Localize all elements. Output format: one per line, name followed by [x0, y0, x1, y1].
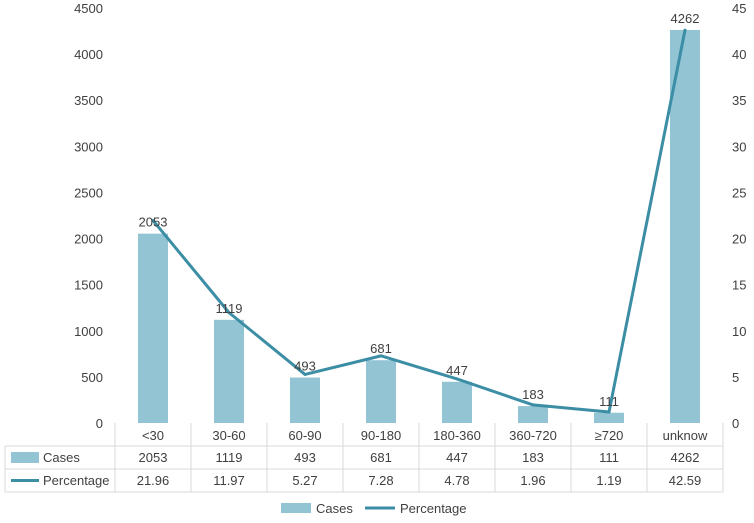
- y-right-tick-label: 20: [732, 232, 746, 247]
- data-label: 4262: [671, 11, 700, 26]
- y-left-tick-label: 2500: [74, 185, 103, 200]
- table-cell: 21.96: [137, 473, 170, 488]
- table-cell: 111: [599, 450, 619, 465]
- point-percentage: [303, 372, 307, 376]
- x-tick-label: unknow: [663, 428, 708, 443]
- data-label: 493: [294, 359, 316, 374]
- x-tick-label: 360-720: [509, 428, 557, 443]
- bar-cases: [290, 377, 320, 423]
- bar-cases: [366, 360, 396, 423]
- y-left-tick-label: 0: [96, 416, 103, 431]
- bar-cases: [442, 381, 472, 423]
- y-left-tick-label: 1500: [74, 278, 103, 293]
- y-left-tick-label: 500: [81, 370, 103, 385]
- point-percentage: [379, 354, 383, 358]
- y-right-tick-label: 5: [732, 370, 739, 385]
- table-cell: 493: [294, 450, 316, 465]
- x-tick-label: 60-90: [288, 428, 321, 443]
- table-cell: 4262: [671, 450, 700, 465]
- data-label: 2053: [139, 215, 168, 230]
- table-cell: 4.78: [444, 473, 469, 488]
- bar-cases: [214, 319, 244, 423]
- y-left-tick-label: 3500: [74, 93, 103, 108]
- y-right-tick-label: 0: [732, 416, 739, 431]
- legend-key-cases: [281, 503, 311, 513]
- table-cell: 1119: [216, 450, 243, 465]
- y-left-tick-label: 1000: [74, 324, 103, 339]
- table-cell: 42.59: [669, 473, 702, 488]
- data-label: 447: [446, 363, 468, 378]
- table-cell: 1.96: [520, 473, 545, 488]
- y-right-tick-label: 10: [732, 324, 746, 339]
- bar-cases: [518, 406, 548, 423]
- point-percentage: [455, 377, 459, 381]
- y-right-tick-label: 35: [732, 93, 746, 108]
- table-cell: 7.28: [368, 473, 393, 488]
- x-tick-label: <30: [142, 428, 164, 443]
- point-percentage: [531, 403, 535, 407]
- point-percentage: [683, 28, 687, 32]
- y-left-tick-label: 4500: [74, 1, 103, 16]
- point-percentage: [607, 410, 611, 414]
- x-tick-label: ≥720: [595, 428, 624, 443]
- x-tick-label: 30-60: [212, 428, 245, 443]
- y-right-tick-label: 30: [732, 139, 746, 154]
- y-right-tick-label: 40: [732, 47, 746, 62]
- table-cell: 2053: [139, 450, 168, 465]
- legend-label: Cases: [316, 501, 353, 516]
- y-left-tick-label: 3000: [74, 139, 103, 154]
- table-cell: 183: [522, 450, 544, 465]
- table-cell: 1.19: [596, 473, 621, 488]
- table-cell: 681: [370, 450, 392, 465]
- table-cell: 447: [446, 450, 468, 465]
- x-tick-label: 90-180: [361, 428, 401, 443]
- y-right-tick-label: 15: [732, 278, 746, 293]
- bar-cases: [670, 29, 700, 424]
- y-right-tick-label: 45: [732, 1, 746, 16]
- y-left-tick-label: 2000: [74, 232, 103, 247]
- bar-cases: [594, 412, 624, 423]
- table-cell: 5.27: [292, 473, 317, 488]
- table-row-label: Percentage: [43, 473, 110, 488]
- bar-cases: [138, 233, 168, 423]
- y-right-tick-label: 25: [732, 185, 746, 200]
- data-label: 1119: [216, 301, 243, 316]
- table-key-cases: [11, 452, 39, 463]
- data-label: 111: [599, 394, 619, 409]
- line-percentage: [151, 28, 687, 414]
- point-percentage: [151, 218, 155, 222]
- data-label: 183: [522, 387, 544, 402]
- y-left-tick-label: 4000: [74, 47, 103, 62]
- point-percentage: [227, 311, 231, 315]
- data-label: 681: [370, 341, 392, 356]
- table-row-label: Cases: [43, 450, 80, 465]
- table-cell: 11.97: [213, 473, 245, 488]
- x-tick-label: 180-360: [433, 428, 481, 443]
- legend-label: Percentage: [400, 501, 467, 516]
